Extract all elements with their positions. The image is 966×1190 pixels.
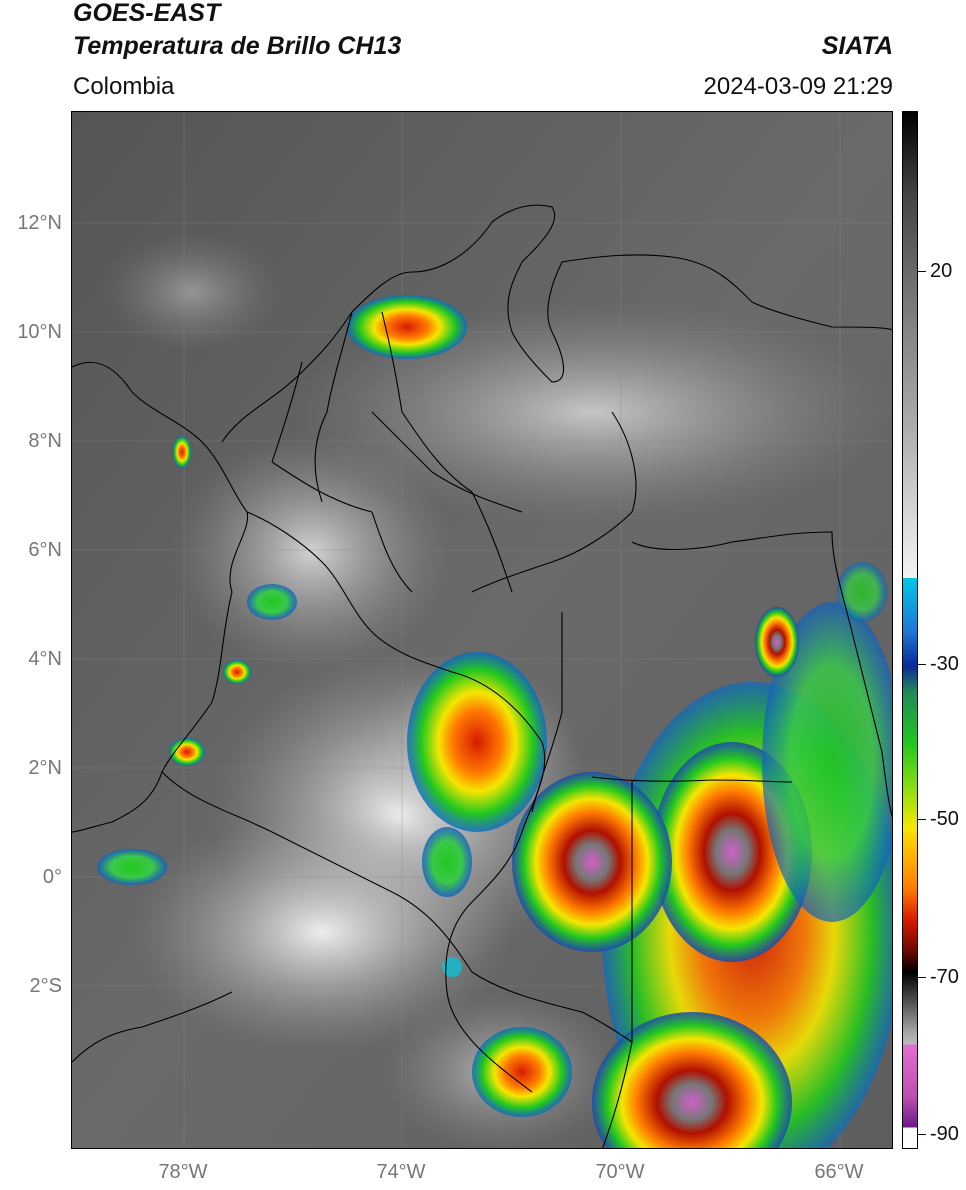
colorbar-label: -30 [930, 653, 959, 675]
product-title: Temperatura de Brillo CH13 [73, 32, 402, 60]
lat-label: 2°N [28, 757, 62, 779]
colorbar-tick [918, 664, 926, 665]
colorbar-tick [918, 1134, 926, 1135]
colorbar-tick [918, 977, 926, 978]
lon-label: 78°W [158, 1161, 208, 1183]
colorbar-label: -70 [930, 966, 959, 988]
colorbar-label: 20 [930, 260, 953, 282]
lon-label: 74°W [376, 1161, 426, 1183]
lat-label: 6°N [28, 539, 62, 561]
agency-label: SIATA [821, 32, 893, 60]
lat-label: 12°N [17, 212, 62, 234]
satellite-map [71, 111, 893, 1149]
lat-label: 10°N [17, 321, 62, 343]
lat-label: 2°S [29, 975, 62, 997]
region-label: Colombia [73, 73, 175, 100]
lon-label: 70°W [595, 1161, 645, 1183]
lat-label: 8°N [28, 430, 62, 452]
colorbar-tick [918, 819, 926, 820]
colorbar-label: -50 [930, 808, 959, 830]
lat-label: 4°N [28, 648, 62, 670]
colorbar-tick [918, 271, 926, 272]
datetime-label: 2024-03-09 21:29 [703, 73, 894, 100]
satellite-title: GOES-EAST [73, 0, 221, 27]
lon-label: 66°W [814, 1161, 864, 1183]
colorbar [902, 111, 918, 1149]
lat-label: 0° [42, 866, 62, 888]
colorbar-label: -90 [930, 1123, 959, 1145]
map-canvas [72, 112, 892, 1148]
